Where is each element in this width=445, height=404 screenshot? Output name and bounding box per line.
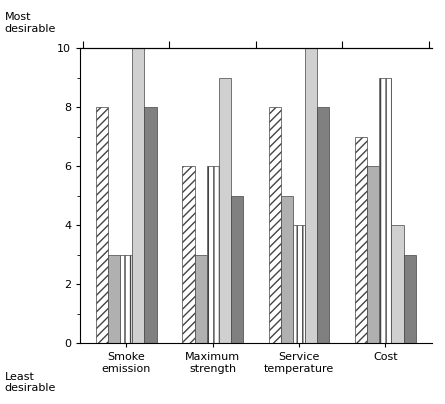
Bar — [404, 255, 416, 343]
Bar — [194, 255, 206, 343]
Bar — [317, 107, 329, 343]
Bar — [355, 137, 367, 343]
Bar — [96, 107, 108, 343]
Bar — [145, 107, 157, 343]
Bar — [108, 255, 120, 343]
Bar — [231, 196, 243, 343]
Text: Least
desirable: Least desirable — [4, 372, 56, 393]
Bar — [182, 166, 194, 343]
Bar — [305, 48, 317, 343]
Bar — [367, 166, 380, 343]
Bar — [392, 225, 404, 343]
Bar — [206, 166, 219, 343]
Text: Most
desirable: Most desirable — [4, 12, 56, 34]
Bar — [293, 225, 305, 343]
Bar — [219, 78, 231, 343]
Bar — [281, 196, 293, 343]
Bar — [120, 255, 132, 343]
Bar — [132, 48, 145, 343]
Bar — [269, 107, 281, 343]
Bar — [380, 78, 392, 343]
